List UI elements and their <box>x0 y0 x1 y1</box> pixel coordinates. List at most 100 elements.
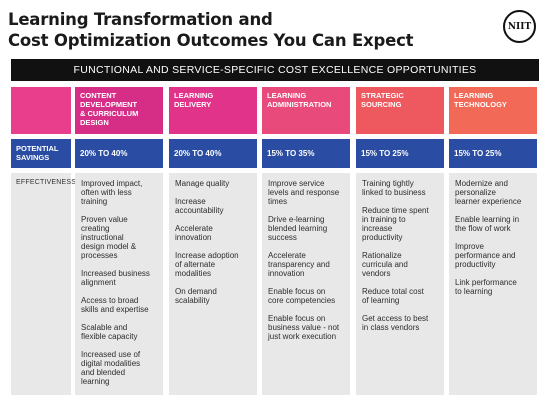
header-line: & CURRICULUM <box>80 109 139 118</box>
header-line: SOURCING <box>361 100 402 109</box>
item-text-line: Increased business <box>81 269 150 278</box>
header-line: STRATEGIC <box>361 91 404 100</box>
item-text-line: productivity <box>362 233 403 242</box>
header-line: DESIGN <box>80 118 109 127</box>
item-text-line: creating <box>81 224 110 233</box>
item-text-line: transparency and <box>268 260 330 269</box>
list-item: Increase accountability <box>175 197 253 215</box>
item-text-line: processes <box>81 251 118 260</box>
list-item: Modernize and personalize learner experien… <box>455 179 533 206</box>
page-title-line-2: Cost Optimization Outcomes You Can Expec… <box>8 31 414 50</box>
list-item: Improve performance and productivity <box>455 242 533 269</box>
item-text-line: performance and <box>455 251 516 260</box>
savings-content-development: 20% TO 40% <box>75 139 163 168</box>
item-text-line: Modernize and <box>455 179 508 188</box>
item-text-line: Manage quality <box>175 179 230 188</box>
list-item: Improved impact, often with less training <box>81 179 159 206</box>
item-text-line: core competencies <box>268 296 336 305</box>
item-text-line: Proven value <box>81 215 128 224</box>
savings-learning-technology: 15% TO 25% <box>449 139 537 168</box>
header-line: DELIVERY <box>174 100 212 109</box>
list-item: Rationalize curricula and vendors <box>362 251 440 278</box>
item-text-line: and blended <box>81 368 126 377</box>
savings-label-line-2: SAVINGS <box>16 153 50 162</box>
list-item: Training tightly linked to business <box>362 179 440 197</box>
column-header-content-development: CONTENT DEVELOPMENT & CURRICULUM DESIGN <box>75 87 163 134</box>
item-text-line: Increase adoption <box>175 251 239 260</box>
item-text-line: training <box>81 197 108 206</box>
item-text-line: the flow of work <box>455 224 511 233</box>
item-text-line: Accelerate <box>175 224 213 233</box>
effectiveness-strategic-sourcing: Training tightly linked to business Reduc… <box>356 173 444 395</box>
list-item: Accelerate innovation <box>175 224 253 242</box>
item-text-line: levels and response <box>268 188 340 197</box>
item-text-line: Increased use of <box>81 350 141 359</box>
item-text-line: Enable focus on <box>268 287 326 296</box>
item-text-line: innovation <box>175 233 212 242</box>
list-item: Scalable and flexible capacity <box>81 323 159 341</box>
item-text-line: business value - not <box>268 323 340 332</box>
item-text-line: Training tightly <box>362 179 414 188</box>
item-text-line: Drive e-learning <box>268 215 325 224</box>
item-text-line: modalities <box>175 269 212 278</box>
savings-strategic-sourcing: 15% TO 25% <box>356 139 444 168</box>
savings-label-line-1: POTENTIAL <box>16 144 59 153</box>
item-text-line: skills and expertise <box>81 305 149 314</box>
logo-text: NIIT <box>507 21 532 32</box>
list-item: Enable focus on business value - not just … <box>268 314 346 341</box>
item-text-line: just work execution <box>268 332 337 341</box>
page-title: Learning Transformation and Cost Optimiz… <box>8 9 428 51</box>
item-text-line: linked to business <box>362 188 426 197</box>
item-text-line: Scalable and <box>81 323 128 332</box>
list-item: Reduce total cost of learning <box>362 287 440 305</box>
list-item: Increased business alignment <box>81 269 159 287</box>
item-text-line: digital modalities <box>81 359 141 368</box>
item-text-line: Improve <box>455 242 484 251</box>
item-text-line: often with less <box>81 188 132 197</box>
effectiveness-learning-administration: Improve service levels and response times … <box>262 173 350 395</box>
item-text-line: Enable focus on <box>268 314 326 323</box>
item-text-line: curricula and <box>362 260 408 269</box>
item-text-line: blended learning <box>268 224 328 233</box>
item-text-line: Access to broad <box>81 296 139 305</box>
item-text-line: alignment <box>81 278 116 287</box>
item-text-line: design model & <box>81 242 137 251</box>
item-text-line: Enable learning in <box>455 215 520 224</box>
item-text-line: to learning <box>455 287 493 296</box>
list-item: Increase adoption of alternate modalities <box>175 251 253 278</box>
list-item: Enable learning in the flow of work <box>455 215 533 233</box>
item-text-line: innovation <box>268 269 305 278</box>
column-header-learning-delivery: LEARNING DELIVERY <box>169 87 257 134</box>
section-banner: FUNCTIONAL AND SERVICE-SPECIFIC COST EXC… <box>11 59 539 81</box>
header-line: LEARNING <box>454 91 494 100</box>
item-text-line: Get access to best <box>362 314 429 323</box>
item-text-line: Link performance <box>455 278 517 287</box>
list-item: Enable focus on core competencies <box>268 287 346 305</box>
item-text-line: in training to <box>362 215 406 224</box>
item-text-line: Rationalize <box>362 251 402 260</box>
effectiveness-learning-technology: Modernize and personalize learner experien… <box>449 173 537 395</box>
savings-row-label: POTENTIAL SAVINGS <box>11 139 71 168</box>
item-text-line: Improve service <box>268 179 325 188</box>
item-text-line: learning <box>81 377 110 386</box>
column-header-strategic-sourcing: STRATEGIC SOURCING <box>356 87 444 134</box>
list-item: Reduce time spent in training to increase p… <box>362 206 440 242</box>
header-line: CONTENT <box>80 91 117 100</box>
header-line: DEVELOPMENT <box>80 100 138 109</box>
item-text-line: instructional <box>81 233 124 242</box>
item-text-line: of learning <box>362 296 400 305</box>
item-text-line: Accelerate <box>268 251 306 260</box>
column-header-learning-administration: LEARNING ADMINISTRATION <box>262 87 350 134</box>
list-item: Improve service levels and response times <box>268 179 346 206</box>
header-line: LEARNING <box>174 91 214 100</box>
savings-learning-administration: 15% TO 35% <box>262 139 350 168</box>
list-item: Link performance to learning <box>455 278 533 296</box>
list-item: Proven value creating instructional design … <box>81 215 159 260</box>
item-text-line: learner experience <box>455 197 522 206</box>
list-item: Access to broad skills and expertise <box>81 296 159 314</box>
item-text-line: increase <box>362 224 393 233</box>
item-text-line: Reduce time spent <box>362 206 429 215</box>
header-row-corner <box>11 87 71 134</box>
column-header-learning-technology: LEARNING TECHNOLOGY <box>449 87 537 134</box>
item-text-line: scalability <box>175 296 210 305</box>
